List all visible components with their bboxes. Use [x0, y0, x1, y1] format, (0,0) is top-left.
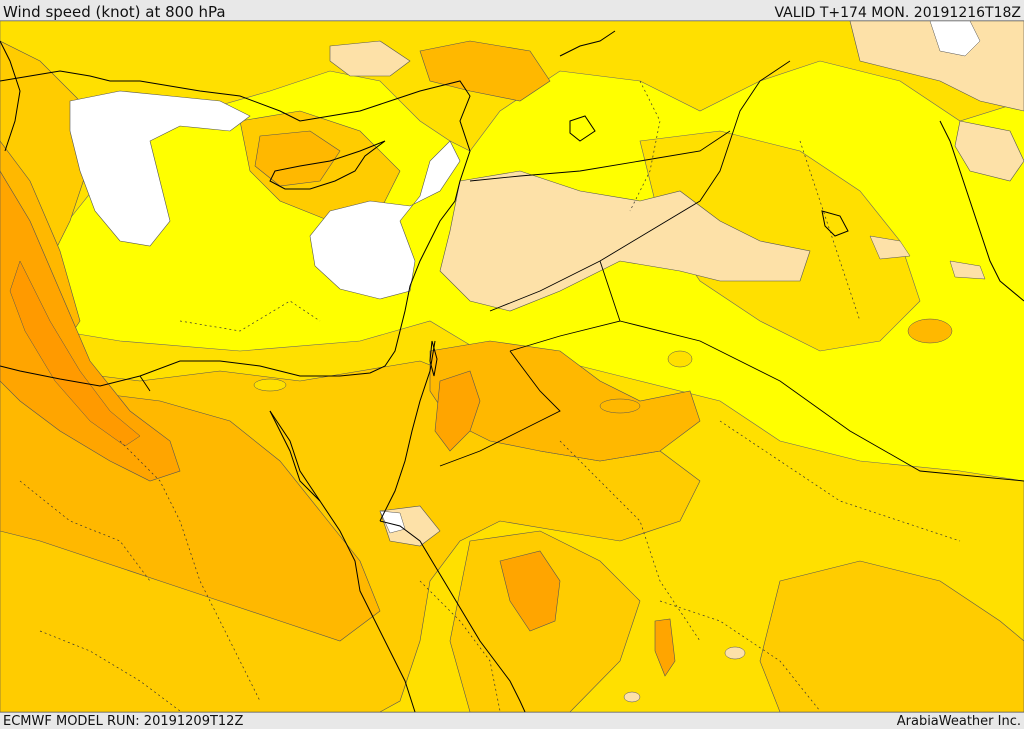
credit-label: ArabiaWeather Inc.: [896, 714, 1021, 729]
contour-orange: [654, 618, 676, 677]
coastline-cyprus: [269, 140, 386, 190]
coastline-black-sea: [559, 30, 616, 57]
header-bar: Wind speed (knot) at 800 hPa VALID T+174…: [0, 0, 1024, 21]
contour-white: [309, 140, 461, 300]
border-egypt-sudan: [139, 375, 151, 392]
admin-line: [659, 600, 821, 712]
coastlines: [0, 30, 1024, 712]
coastline-gulf-suez: [269, 410, 321, 502]
footer-bar: ECMWF MODEL RUN: 20191209T12Z ArabiaWeat…: [0, 712, 1024, 729]
contour-cream: [954, 120, 1024, 182]
contour-orange: [434, 370, 481, 452]
contour-orange: [0, 170, 181, 482]
border-turkey-syria: [469, 130, 731, 182]
contour-dark-orange: [9, 260, 141, 447]
coastline-aegean: [0, 40, 21, 152]
borders: [139, 60, 1024, 482]
valid-time-label: VALID T+174 MON. 20191216T18Z: [774, 5, 1021, 21]
admin-lines: [19, 80, 961, 712]
model-run-label: ECMWF MODEL RUN: 20191209T12Z: [3, 714, 244, 729]
coastline-gulf: [939, 120, 1024, 302]
contour-white: [69, 90, 251, 247]
contour-light-orange: [907, 318, 953, 344]
coastline-caspian-lake: [569, 115, 596, 142]
border-saudi-iraq: [619, 320, 1024, 482]
contour-white: [379, 510, 406, 534]
coastline-eastern-med: [0, 70, 471, 387]
contour-cream: [849, 21, 1024, 112]
coastline-dead-sea: [429, 340, 438, 377]
wind-speed-map: [0, 21, 1024, 712]
admin-line: [179, 300, 321, 332]
border-syria-iraq: [489, 60, 791, 312]
admin-line: [799, 140, 861, 322]
contour-gold: [759, 560, 1024, 712]
admin-line: [419, 580, 501, 712]
contour-light-orange: [599, 398, 641, 414]
contour-light-orange: [254, 130, 341, 187]
contour-yellow-deep: [667, 350, 693, 368]
coastline-red-sea-west: [269, 410, 416, 712]
admin-line: [629, 80, 661, 212]
contour-cream: [329, 40, 411, 77]
contour-light-orange: [419, 40, 551, 102]
coastline-lake-urmia: [821, 210, 849, 237]
admin-line: [19, 480, 151, 582]
admin-line: [559, 440, 701, 642]
coastline-gulf-aqaba: [379, 340, 436, 522]
contour-orange: [499, 550, 561, 632]
contour-yellow-deep: [253, 378, 287, 392]
map-title: Wind speed (knot) at 800 hPa: [3, 3, 226, 21]
map-canvas: [0, 21, 1024, 712]
contour-white: [929, 21, 981, 57]
border-jordan-saudi: [439, 350, 561, 467]
coastline-red-sea-east: [379, 520, 526, 712]
contour-cream: [724, 646, 746, 660]
contour-cream: [439, 170, 811, 312]
admin-line: [39, 630, 181, 712]
contour-cream: [949, 260, 986, 280]
contour-cream: [623, 691, 641, 703]
contour-cream: [869, 235, 911, 260]
